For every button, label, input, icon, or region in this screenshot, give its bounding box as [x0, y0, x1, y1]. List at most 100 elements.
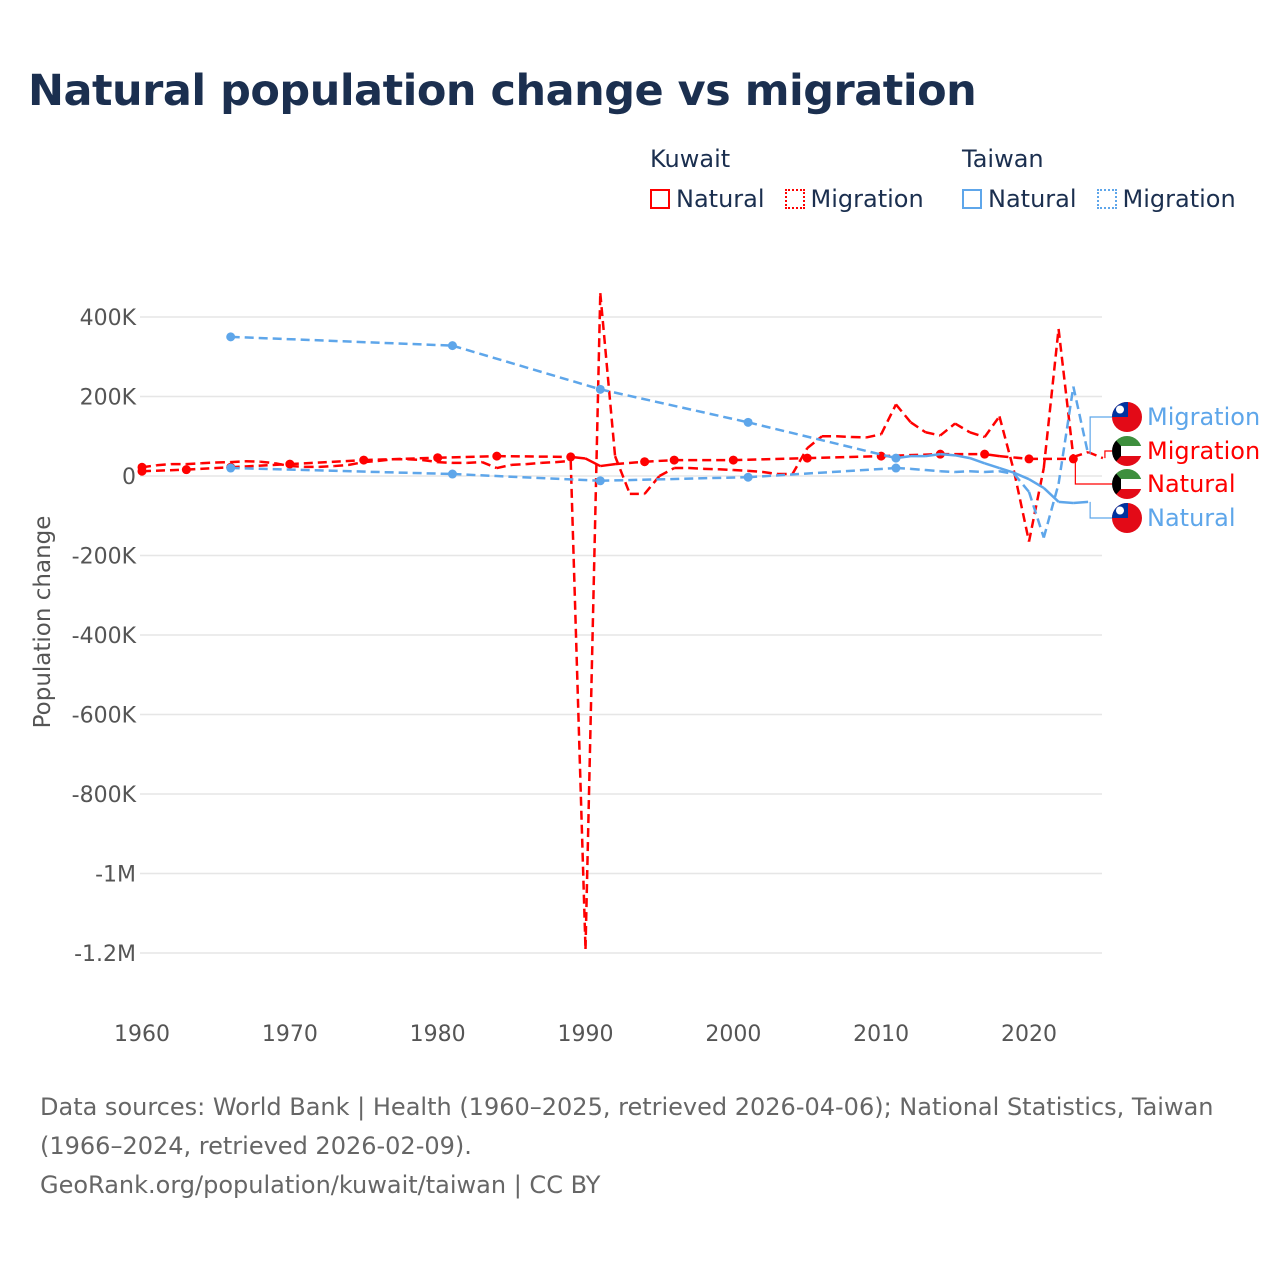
- kuwait-flag-icon: [1112, 469, 1142, 499]
- series-segment: [1058, 500, 1074, 505]
- flag-stripe-red: [1112, 489, 1142, 499]
- series-segment: [969, 431, 986, 439]
- data-point: [728, 455, 738, 465]
- series-segment: [555, 459, 571, 464]
- y-tick-label: 0: [122, 465, 136, 490]
- flag-body: [1112, 436, 1142, 466]
- data-point: [891, 453, 901, 463]
- series-segment: [1072, 450, 1089, 459]
- series-segment: [940, 469, 956, 474]
- series-segment: [1042, 328, 1060, 469]
- series-segment: [999, 454, 1030, 461]
- series-segment: [866, 433, 882, 439]
- series-segment: [910, 421, 927, 434]
- y-tick-label: -400K: [72, 624, 137, 649]
- legend-item-kuwait-natural[interactable]: Natural: [650, 185, 765, 213]
- end-label-connector: [1089, 501, 1112, 519]
- series-segment: [733, 468, 749, 473]
- end-label-connector: [1104, 450, 1112, 459]
- series-segment: [600, 462, 616, 468]
- y-tick-label: 200K: [80, 386, 137, 411]
- y-tick-label: -600K: [72, 704, 137, 729]
- data-point: [433, 453, 443, 463]
- legend-title: Taiwan: [962, 145, 1044, 173]
- series-segment: [274, 462, 291, 468]
- series-segment: [925, 468, 941, 473]
- footer: Data sources: World Bank | Health (1960–…: [40, 1088, 1260, 1205]
- series-segment: [925, 431, 941, 437]
- data-point: [595, 384, 605, 394]
- data-point: [595, 476, 605, 486]
- data-point: [743, 417, 753, 427]
- series-segment: [613, 455, 632, 495]
- series-segment: [378, 458, 394, 463]
- data-point: [137, 462, 147, 472]
- x-tick-label: 1990: [558, 1022, 614, 1047]
- series-segment: [496, 463, 512, 470]
- y-tick-label: -800K: [72, 783, 137, 808]
- series-segment: [437, 454, 497, 459]
- flag-trapezoid: [1112, 436, 1121, 466]
- series-segment: [1042, 483, 1060, 538]
- series-segment: [939, 422, 956, 437]
- series-segment: [925, 452, 941, 458]
- series-segment: [718, 467, 734, 472]
- data-point: [226, 332, 236, 342]
- legend-label: Migration: [810, 185, 924, 213]
- data-point: [891, 463, 901, 473]
- series-segment: [1027, 467, 1046, 542]
- x-tick-label: 2010: [853, 1022, 909, 1047]
- flag-stripe-green: [1112, 436, 1142, 446]
- x-tick-label: 1970: [262, 1022, 318, 1047]
- series-segment: [614, 460, 645, 466]
- series-segment: [408, 458, 423, 462]
- data-point: [447, 341, 457, 351]
- data-point: [181, 465, 191, 475]
- legend-label: Natural: [988, 185, 1077, 213]
- series-segment: [569, 460, 587, 950]
- series-segment: [289, 464, 305, 469]
- x-tick-label: 2020: [1001, 1022, 1057, 1047]
- end-label: Natural: [1147, 504, 1236, 532]
- series-segment: [541, 460, 557, 465]
- legend-item-kuwait-migration[interactable]: Migration: [784, 185, 924, 213]
- legend-item-taiwan-natural[interactable]: Natural: [962, 185, 1077, 213]
- y-tick-label: -200K: [72, 545, 137, 570]
- credit-link[interactable]: GeoRank.org/population/kuwait/taiwan | C…: [40, 1171, 601, 1199]
- series-segment: [230, 460, 246, 464]
- series-segment: [807, 454, 882, 460]
- data-point: [1024, 454, 1034, 464]
- end-label: Migration: [1147, 403, 1260, 431]
- series-segment: [836, 435, 852, 439]
- series-segment: [955, 469, 970, 474]
- flag-body: [1112, 402, 1142, 432]
- end-label: Migration: [1147, 437, 1260, 465]
- series-segment: [658, 466, 675, 478]
- y-tick-label: -1M: [95, 863, 136, 888]
- series-segment: [762, 470, 778, 476]
- series-segment: [984, 462, 1000, 470]
- series-segment: [186, 466, 231, 471]
- series-segment: [141, 468, 187, 473]
- end-label-connector: [1074, 458, 1112, 485]
- series-segment: [1028, 478, 1045, 490]
- x-tick-label: 1980: [410, 1022, 466, 1047]
- series-segment: [1073, 500, 1089, 505]
- flag-body: [1112, 469, 1142, 499]
- series-segment: [1057, 328, 1075, 458]
- legend-kuwait: Kuwait Natural Migration: [650, 145, 944, 213]
- series-segment: [156, 462, 172, 467]
- legend-label: Migration: [1122, 185, 1236, 213]
- flag-trapezoid: [1112, 469, 1121, 499]
- series-segment: [688, 466, 704, 471]
- series-segment: [984, 469, 1000, 474]
- series-segment: [894, 403, 912, 424]
- series-segment: [1013, 473, 1030, 493]
- legend-item-taiwan-migration[interactable]: Migration: [1096, 185, 1236, 213]
- series-segment: [969, 456, 986, 465]
- data-point: [802, 453, 812, 463]
- series-segment: [600, 475, 749, 483]
- series-segment: [733, 456, 808, 462]
- series-segment: [748, 469, 764, 474]
- flag-sun: [1116, 506, 1124, 515]
